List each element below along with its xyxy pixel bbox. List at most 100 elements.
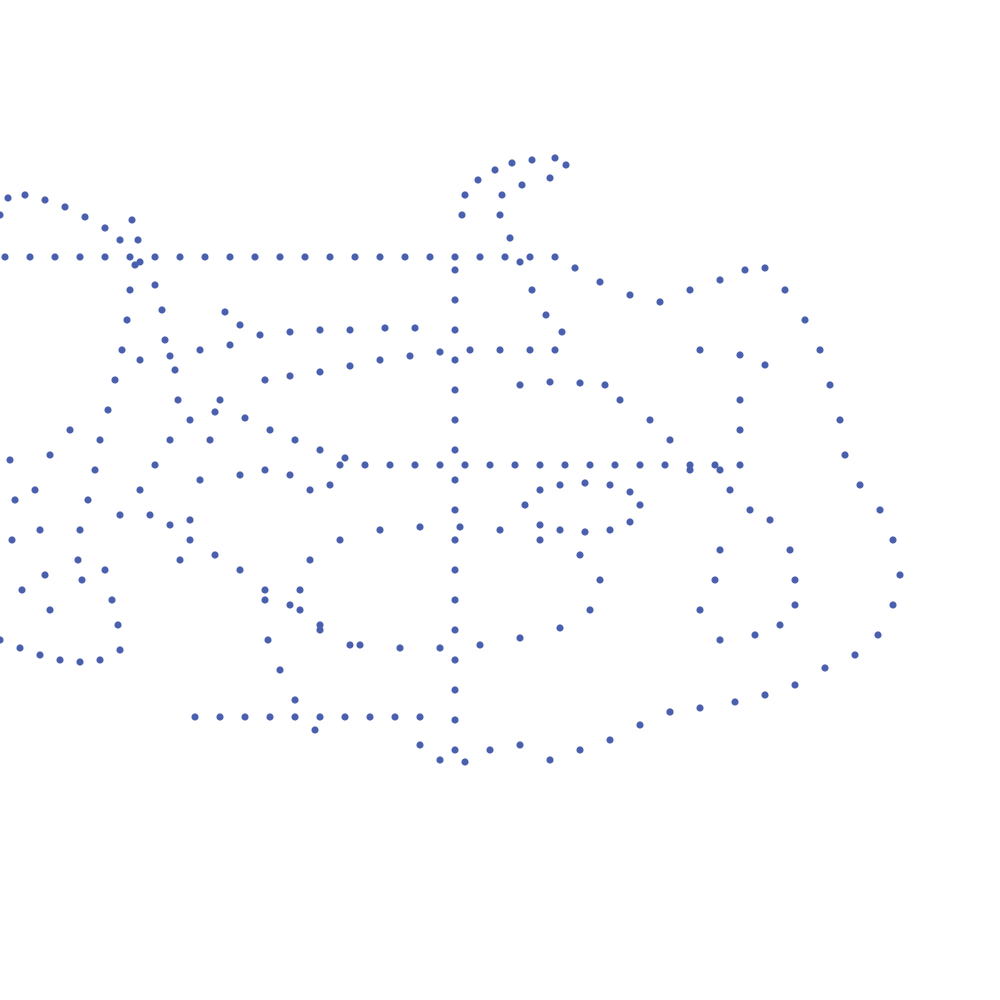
point bbox=[151, 461, 159, 469]
point bbox=[206, 436, 214, 444]
point bbox=[611, 461, 619, 469]
point bbox=[21, 191, 29, 199]
point bbox=[336, 461, 344, 469]
point bbox=[626, 488, 634, 496]
point bbox=[101, 566, 109, 574]
point bbox=[351, 253, 359, 261]
point bbox=[306, 486, 314, 494]
point bbox=[416, 741, 424, 749]
point bbox=[316, 326, 324, 334]
point bbox=[74, 556, 82, 564]
point bbox=[766, 516, 774, 524]
point bbox=[316, 621, 324, 629]
point bbox=[84, 496, 92, 504]
point bbox=[896, 571, 904, 579]
point bbox=[123, 316, 131, 324]
point bbox=[276, 253, 284, 261]
point bbox=[276, 666, 284, 674]
point bbox=[426, 253, 434, 261]
point bbox=[386, 461, 394, 469]
point bbox=[236, 321, 244, 329]
point bbox=[1, 253, 9, 261]
point bbox=[636, 721, 644, 729]
point bbox=[211, 408, 219, 416]
point bbox=[416, 523, 424, 531]
point bbox=[461, 461, 469, 469]
point bbox=[606, 481, 614, 489]
point bbox=[581, 479, 589, 487]
point bbox=[451, 416, 459, 424]
point bbox=[436, 461, 444, 469]
point bbox=[874, 631, 882, 639]
point bbox=[6, 456, 14, 464]
point bbox=[716, 276, 724, 284]
point bbox=[174, 396, 182, 404]
point bbox=[176, 253, 184, 261]
point bbox=[46, 451, 54, 459]
point bbox=[211, 551, 219, 559]
point bbox=[596, 576, 604, 584]
point bbox=[266, 713, 274, 721]
point bbox=[486, 746, 494, 754]
point bbox=[841, 451, 849, 459]
point bbox=[261, 596, 269, 604]
point bbox=[18, 586, 26, 594]
point bbox=[576, 379, 584, 387]
point bbox=[536, 461, 544, 469]
point bbox=[741, 266, 749, 274]
point bbox=[666, 708, 674, 716]
point bbox=[346, 326, 354, 334]
point bbox=[636, 461, 644, 469]
point bbox=[536, 486, 544, 494]
point bbox=[826, 381, 834, 389]
point bbox=[236, 566, 244, 574]
point bbox=[551, 253, 559, 261]
point bbox=[536, 536, 544, 544]
point bbox=[381, 324, 389, 332]
point bbox=[116, 511, 124, 519]
point bbox=[518, 181, 526, 189]
point bbox=[451, 386, 459, 394]
point bbox=[716, 546, 724, 554]
point bbox=[461, 758, 469, 766]
point bbox=[581, 528, 589, 536]
point bbox=[36, 526, 44, 534]
point bbox=[361, 461, 369, 469]
point bbox=[311, 726, 319, 734]
point bbox=[666, 436, 674, 444]
point bbox=[131, 261, 139, 269]
point bbox=[656, 298, 664, 306]
point bbox=[576, 746, 584, 754]
point bbox=[166, 352, 174, 360]
point bbox=[118, 346, 126, 354]
point bbox=[506, 234, 514, 242]
point bbox=[346, 641, 354, 649]
point bbox=[41, 571, 49, 579]
point bbox=[186, 536, 194, 544]
point bbox=[696, 346, 704, 354]
point bbox=[376, 253, 384, 261]
point bbox=[786, 546, 794, 554]
point bbox=[476, 253, 484, 261]
point bbox=[201, 253, 209, 261]
point bbox=[451, 356, 459, 364]
point bbox=[851, 651, 859, 659]
point bbox=[171, 366, 179, 374]
point bbox=[186, 516, 194, 524]
point bbox=[686, 461, 694, 469]
point bbox=[696, 704, 704, 712]
point bbox=[96, 436, 104, 444]
point bbox=[261, 466, 269, 474]
point bbox=[101, 224, 109, 232]
point bbox=[166, 521, 174, 529]
point bbox=[501, 253, 509, 261]
point bbox=[491, 166, 499, 174]
point bbox=[291, 696, 299, 704]
point bbox=[586, 461, 594, 469]
point bbox=[636, 501, 644, 509]
point bbox=[889, 536, 897, 544]
point bbox=[128, 216, 136, 224]
point bbox=[134, 236, 142, 244]
point bbox=[561, 461, 569, 469]
